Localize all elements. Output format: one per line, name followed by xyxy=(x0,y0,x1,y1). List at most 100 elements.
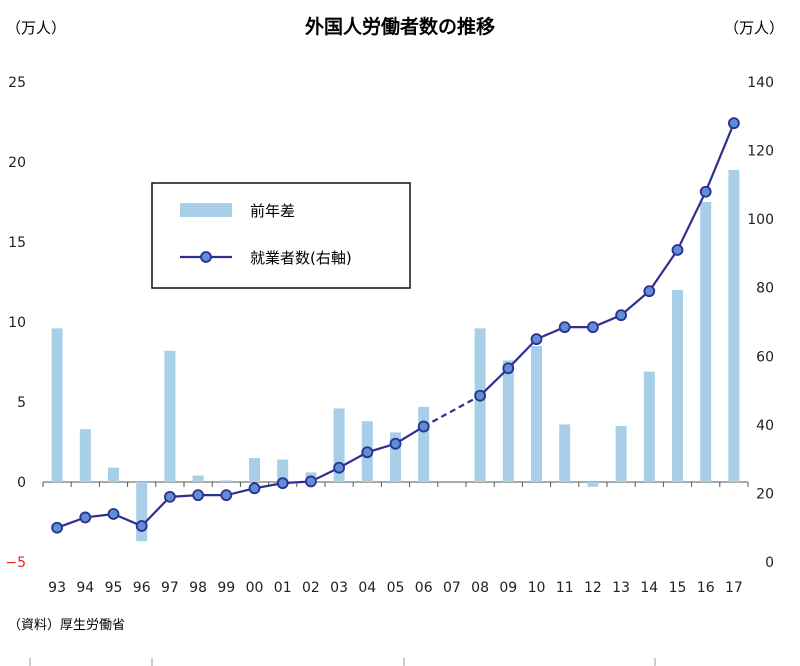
legend-line-marker xyxy=(200,251,212,263)
line-point xyxy=(276,477,289,490)
line-point xyxy=(248,482,261,495)
right-tick-label: 40 xyxy=(756,418,774,434)
line-point xyxy=(192,489,205,502)
bar xyxy=(615,426,627,482)
bar xyxy=(672,290,683,482)
x-tick-label: 10 xyxy=(528,580,546,596)
right-tick-label: 20 xyxy=(756,486,774,502)
line-point xyxy=(587,321,599,334)
line-point xyxy=(333,461,346,474)
bar-series xyxy=(51,170,740,542)
bar xyxy=(502,360,514,482)
x-tick-label: 96 xyxy=(133,580,151,596)
x-tick-label: 07 xyxy=(443,580,461,596)
x-tick-label: 04 xyxy=(358,580,376,596)
right-tick-label: 0 xyxy=(765,555,774,571)
x-tick-label: 00 xyxy=(246,580,264,596)
line-point xyxy=(107,508,120,520)
line-point xyxy=(558,321,571,334)
line-point xyxy=(728,117,740,130)
right-tick-label: 140 xyxy=(747,75,774,91)
right-tick-label: 100 xyxy=(747,212,774,228)
bar xyxy=(531,346,542,482)
x-tick-label: 16 xyxy=(697,580,715,596)
bar xyxy=(559,424,571,482)
bar xyxy=(418,406,430,482)
x-tick-label: 97 xyxy=(161,580,179,596)
line-point xyxy=(417,420,430,433)
x-tick-label: 08 xyxy=(471,580,489,596)
legend-box xyxy=(151,182,411,289)
plot-area xyxy=(42,481,749,487)
line-point xyxy=(135,520,148,532)
bar xyxy=(643,371,655,482)
x-tick-label: 11 xyxy=(556,580,574,596)
legend-line-label: 就業者数(右軸) xyxy=(250,249,352,267)
line-point xyxy=(643,285,656,298)
x-tick-label: 09 xyxy=(499,580,517,596)
bar xyxy=(474,328,486,482)
series-line-dashed xyxy=(423,394,481,428)
x-tick-label: 98 xyxy=(189,580,207,596)
right-tick-label: 60 xyxy=(756,349,774,365)
bar xyxy=(192,475,204,482)
line-point xyxy=(389,437,402,450)
bar xyxy=(164,350,176,482)
x-tick-label: 02 xyxy=(302,580,320,596)
left-tick-label: 15 xyxy=(8,235,26,251)
bar xyxy=(51,328,63,482)
line-point xyxy=(163,490,176,503)
left-axis-unit: （万人） xyxy=(6,19,66,37)
right-tick-label: 120 xyxy=(747,144,774,160)
x-tick-label: 14 xyxy=(640,580,658,596)
x-tick-label: 15 xyxy=(669,580,687,596)
series-line xyxy=(479,122,735,397)
x-axis: 93 94 95 96 97 98 99 00 01 02 03 04 05 06 07 08 09 10 11 12… xyxy=(48,580,743,596)
x-tick-label: 03 xyxy=(330,580,348,596)
bar xyxy=(136,482,148,542)
legend-bar-label: 前年差 xyxy=(250,202,295,220)
legend-bar-swatch xyxy=(180,203,232,217)
bar xyxy=(220,480,232,482)
line-point xyxy=(699,185,712,198)
x-tick-label: 12 xyxy=(584,580,602,596)
line-point xyxy=(474,389,487,402)
bar xyxy=(390,432,401,482)
left-tick-label: 25 xyxy=(8,75,26,91)
line-point xyxy=(671,244,684,256)
x-tick-label: 06 xyxy=(415,580,433,596)
left-tick-label: −5 xyxy=(5,555,26,571)
x-tick-label: 94 xyxy=(76,580,94,596)
left-tick-label: 20 xyxy=(8,155,26,171)
x-tick-label: 95 xyxy=(105,580,123,596)
chart-title: 外国人労働者数の推移 xyxy=(305,15,495,38)
right-axis: 0 20 40 60 80 100 120 140 xyxy=(747,75,774,571)
x-tick-label: 17 xyxy=(725,580,743,596)
line-point xyxy=(79,511,92,524)
bar xyxy=(333,408,345,482)
bar xyxy=(277,459,289,482)
x-tick-label: 01 xyxy=(274,580,292,596)
bar xyxy=(728,170,740,482)
bottom-marks xyxy=(29,658,656,666)
line-point xyxy=(304,475,317,488)
bar xyxy=(587,482,599,487)
left-tick-label: 0 xyxy=(17,475,26,491)
x-tick-label: 93 xyxy=(48,580,66,596)
line-point xyxy=(361,446,374,459)
bar xyxy=(79,429,91,482)
left-tick-label: 5 xyxy=(17,395,26,411)
left-axis: −5 0 5 10 15 20 25 xyxy=(5,75,26,571)
legend: 前年差 就業者数(右軸) xyxy=(151,182,411,289)
line-point xyxy=(502,362,515,375)
right-tick-label: 80 xyxy=(756,281,774,297)
line-point xyxy=(615,309,627,322)
source-note: （資料）厚生労働省 xyxy=(8,618,125,633)
x-tick-label: 13 xyxy=(612,580,630,596)
right-axis-unit: （万人） xyxy=(724,19,784,37)
left-tick-label: 10 xyxy=(8,315,26,331)
x-tick-label: 99 xyxy=(217,580,235,596)
bar xyxy=(249,458,260,482)
line-point xyxy=(51,521,63,534)
